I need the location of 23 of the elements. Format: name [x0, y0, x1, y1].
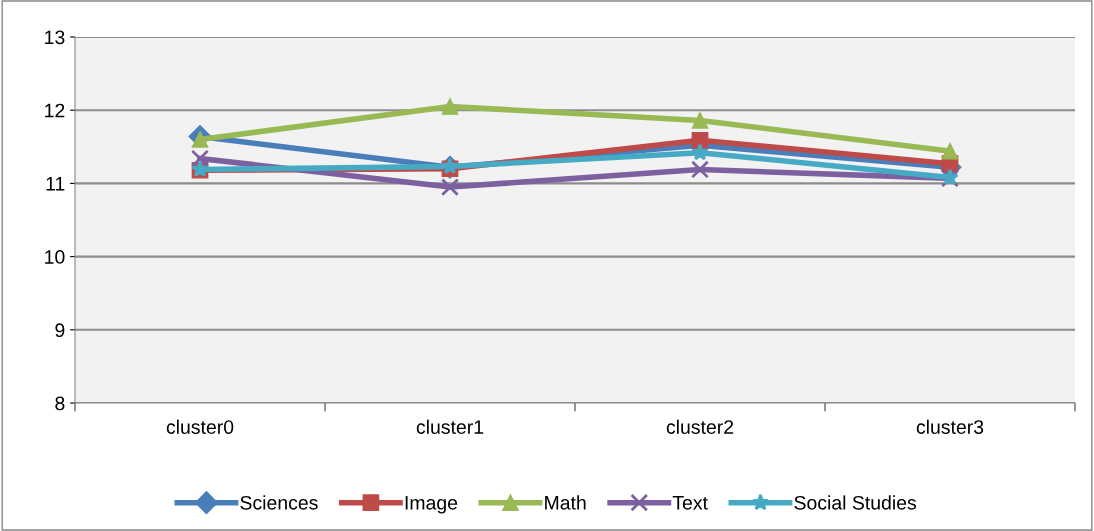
point — [440, 178, 460, 197]
legend-label: Text — [672, 496, 708, 510]
legend-label: Sciences — [240, 495, 318, 510]
legend-label: Math — [545, 495, 586, 510]
x-tick-label: cluster0 — [166, 419, 234, 434]
y-tick-label: 12 — [45, 103, 65, 118]
point — [691, 131, 709, 149]
legend-label: Image — [405, 496, 458, 514]
y-tick-label: 11 — [46, 177, 65, 191]
x-tick-label: cluster1 — [416, 419, 484, 434]
point — [690, 160, 710, 179]
point — [691, 112, 709, 129]
y-tick-label: 10 — [45, 250, 65, 264]
point — [941, 142, 959, 160]
y-tick-label: 13 — [45, 30, 65, 45]
x-tick-label: cluster3 — [916, 419, 984, 434]
y-tick-label: 8 — [55, 396, 65, 411]
legend-label: Social Studies — [794, 495, 917, 510]
point — [190, 149, 210, 168]
y-tick-label: 9 — [55, 323, 65, 338]
point — [441, 98, 459, 115]
x-tick-label: cluster2 — [666, 419, 734, 434]
point — [691, 143, 709, 161]
